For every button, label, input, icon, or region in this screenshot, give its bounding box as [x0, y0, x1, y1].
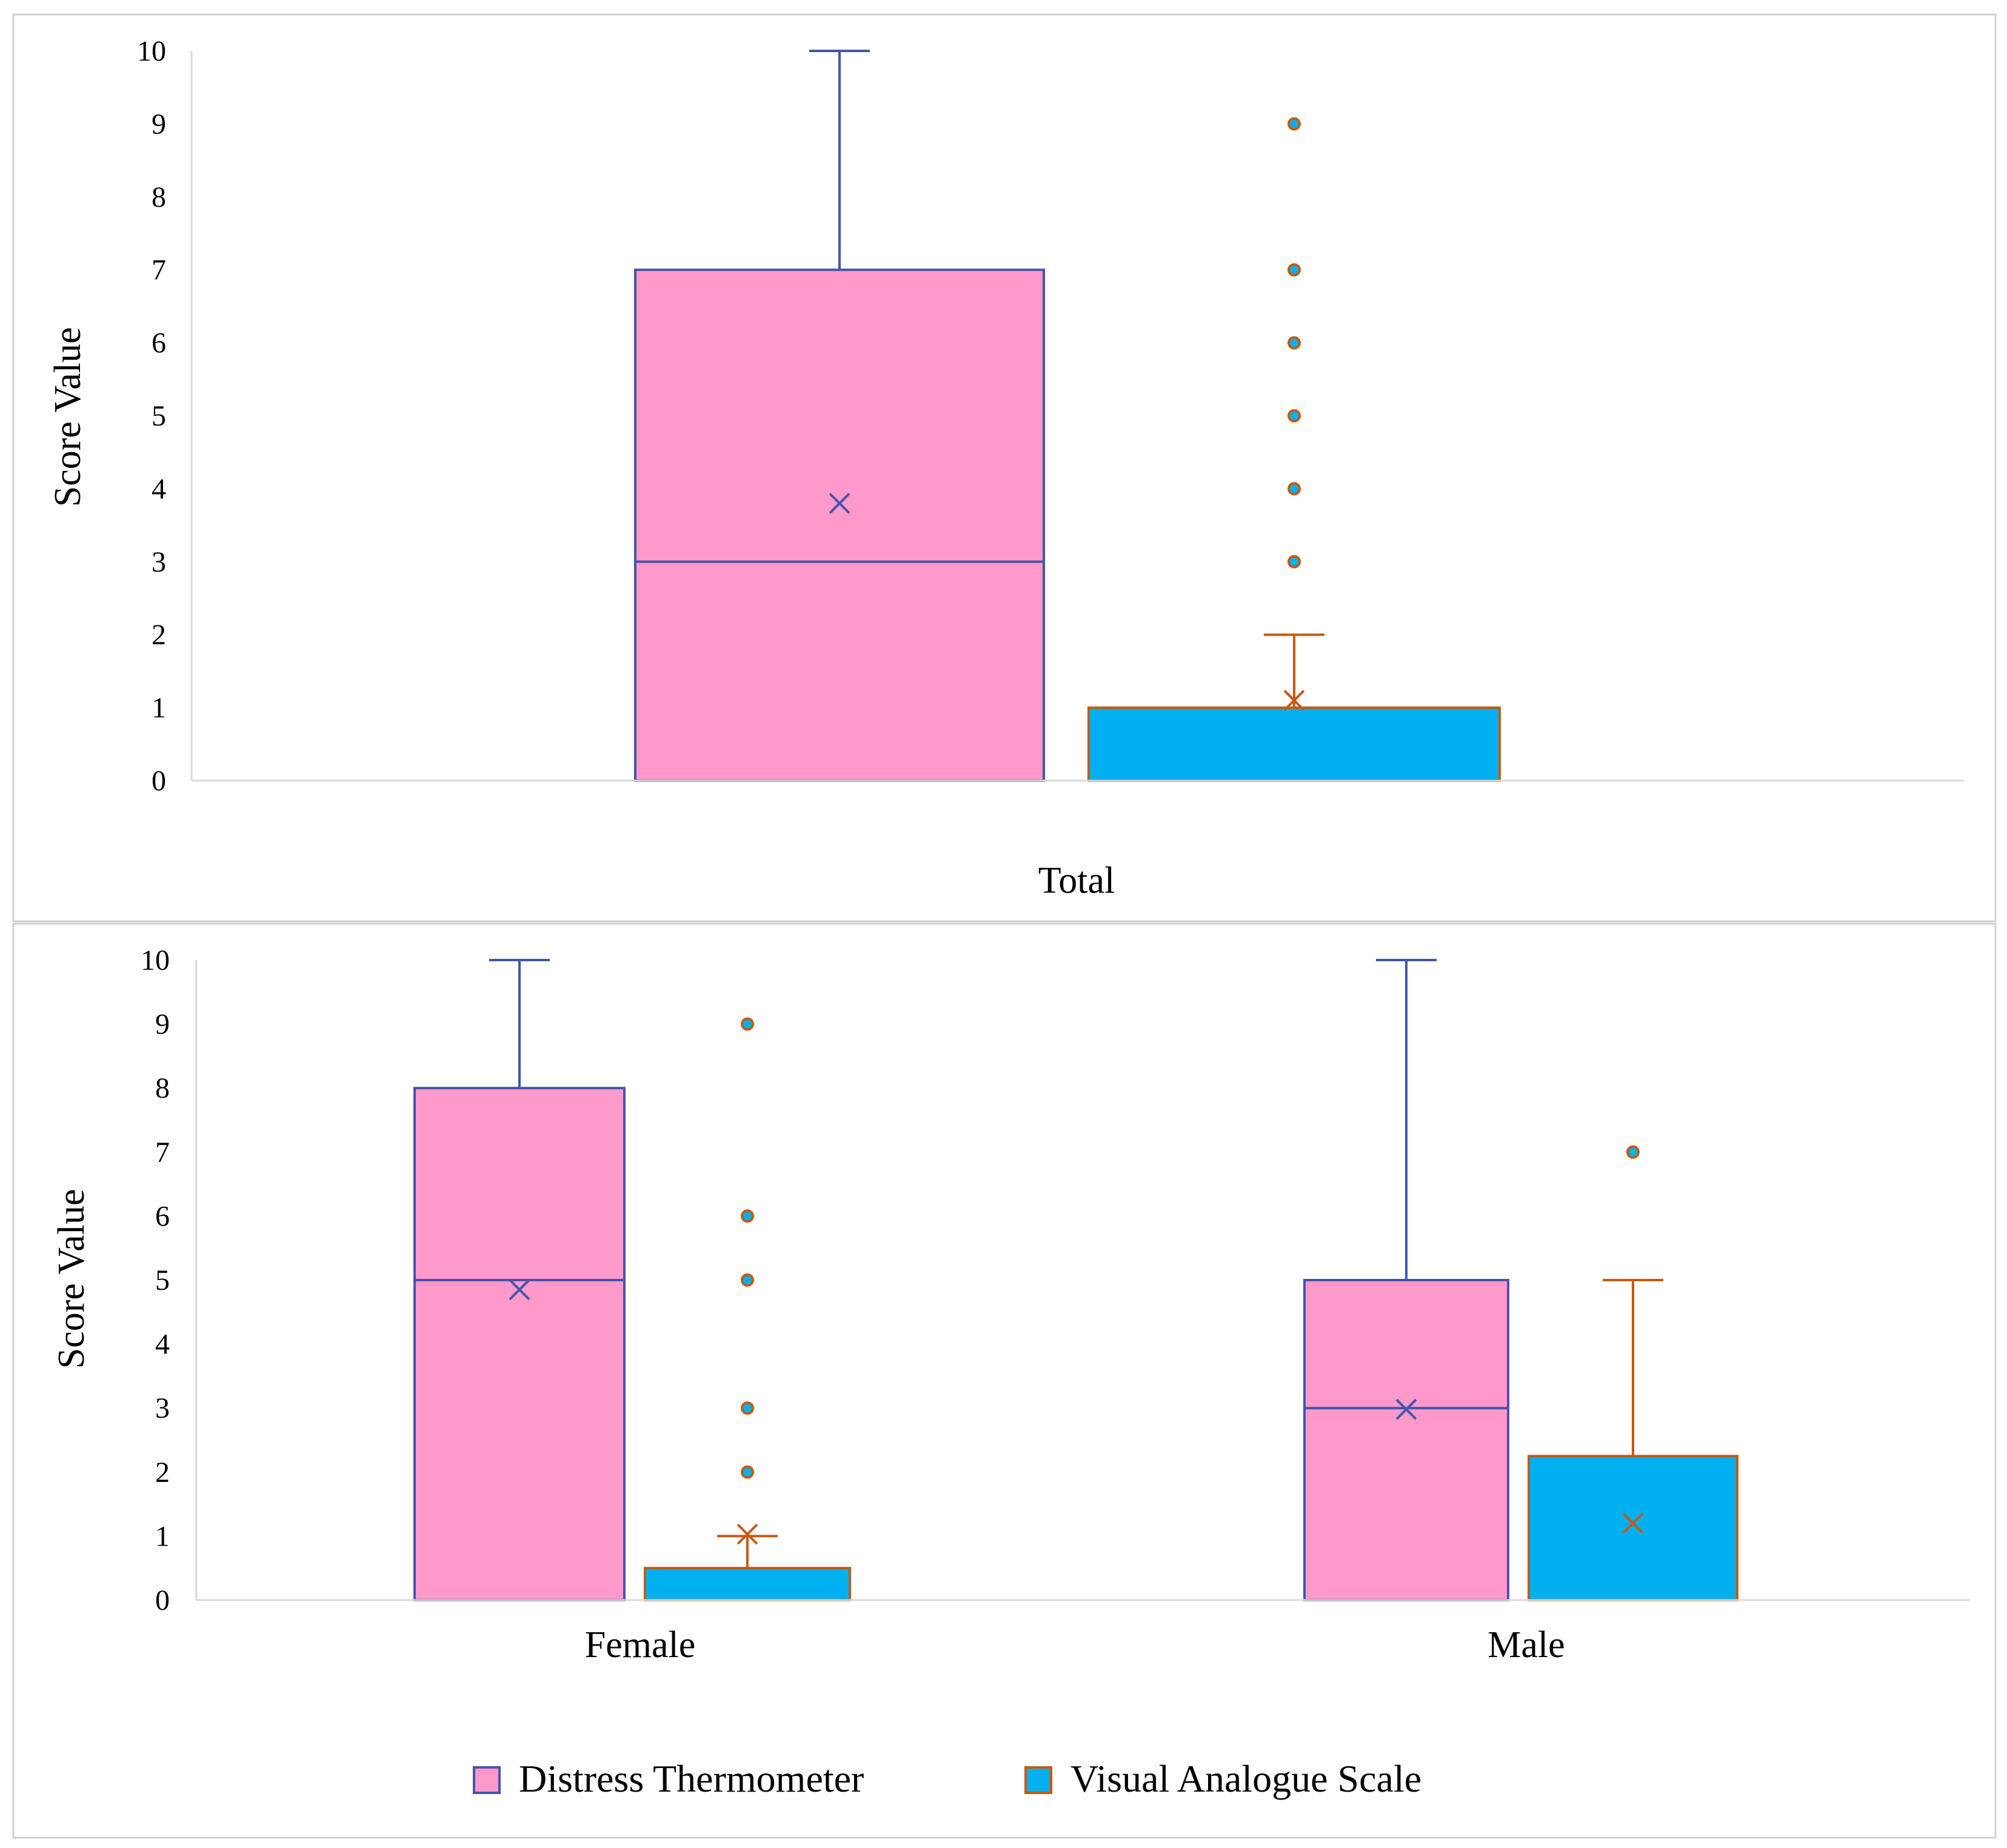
total-distress-thermometer-boxplot — [634, 50, 1045, 782]
total-visual-analogue-scale-mean-stroke-b — [1283, 690, 1305, 711]
male-visual-analogue-scale-box — [1528, 1455, 1738, 1601]
y-tick-label-10: 10 — [141, 944, 170, 976]
y-tick-label-1: 1 — [152, 692, 166, 724]
y-tick-label-3: 3 — [155, 1392, 170, 1424]
y-tick-label-10: 10 — [137, 35, 166, 67]
female-distress-thermometer-mean-stroke-b — [509, 1279, 530, 1301]
y-tick-label-5: 5 — [152, 400, 166, 432]
box-marks — [413, 959, 1738, 1601]
legend-swatch-visual-analogue-scale — [1024, 1766, 1052, 1794]
y-tick-label-8: 8 — [152, 181, 166, 213]
y-axis-title: Score Value — [51, 1189, 92, 1369]
legend-label-visual-analogue-scale: Visual Analogue Scale — [1070, 1757, 1421, 1800]
category-labels: Total — [1038, 860, 1115, 901]
y-tick-label-2: 2 — [155, 1456, 170, 1489]
total-visual-analogue-scale-outlier-5 — [1287, 409, 1301, 422]
total-visual-analogue-scale-outlier-7 — [1287, 263, 1301, 277]
category-label-total: Total — [1038, 860, 1115, 901]
y-tick-label-4: 4 — [152, 473, 166, 505]
male-distress-thermometer-boxplot — [1303, 959, 1509, 1601]
category-label-female: Female — [585, 1624, 696, 1666]
y-tick-label-6: 6 — [155, 1200, 170, 1232]
legend: Distress Thermometer Visual Analogue Sca… — [473, 1757, 1421, 1800]
y-tick-label-7: 7 — [155, 1136, 170, 1169]
legend-label-distress-thermometer: Distress Thermometer — [519, 1757, 864, 1800]
female-distress-thermometer-boxplot — [413, 959, 626, 1601]
y-tick-label-1: 1 — [155, 1520, 170, 1552]
female-visual-analogue-scale-outlier-2 — [741, 1465, 754, 1479]
y-tick-label-3: 3 — [152, 546, 166, 578]
y-tick-label-6: 6 — [152, 327, 166, 359]
top-panel-frame — [12, 13, 1997, 922]
bottom-panel-frame — [12, 922, 1997, 1839]
total-distress-thermometer-mean-stroke-b — [829, 493, 850, 514]
total-visual-analogue-scale-outlier-4 — [1287, 482, 1301, 496]
y-tick-label-8: 8 — [155, 1072, 170, 1104]
total-visual-analogue-scale-outlier-3 — [1287, 555, 1301, 569]
total-visual-analogue-scale-outlier-9 — [1287, 117, 1301, 131]
y-tick-labels: 0 1 2 3 4 5 6 7 8 9 10 — [141, 944, 170, 1616]
y-tick-label-2: 2 — [152, 619, 166, 651]
male-distress-thermometer-mean-marker — [1395, 1398, 1417, 1420]
total-distress-thermometer-mean-marker — [829, 493, 850, 514]
male-visual-analogue-scale-outlier-7 — [1626, 1145, 1640, 1159]
male-visual-analogue-scale-mean-marker — [1622, 1512, 1644, 1534]
y-tick-label-0: 0 — [155, 1584, 170, 1616]
category-labels: Female Male — [585, 1624, 1565, 1666]
total-visual-analogue-scale-outlier-6 — [1287, 336, 1301, 350]
female-visual-analogue-scale-boxplot — [644, 1017, 851, 1601]
female-visual-analogue-scale-outlier-5 — [741, 1273, 754, 1287]
male-visual-analogue-scale-boxplot — [1528, 1145, 1738, 1601]
legend-swatch-distress-thermometer — [473, 1766, 501, 1794]
y-tick-label-7: 7 — [152, 254, 166, 286]
male-distress-thermometer-box — [1303, 1279, 1509, 1601]
female-distress-thermometer-mean-marker — [509, 1279, 530, 1301]
female-visual-analogue-scale-box — [644, 1567, 851, 1601]
y-tick-label-0: 0 — [152, 765, 166, 797]
male-visual-analogue-scale-mean-stroke-b — [1622, 1512, 1644, 1534]
female-distress-thermometer-box — [413, 1087, 626, 1601]
y-tick-label-9: 9 — [152, 108, 166, 140]
gender-boxplot-chart: 0 1 2 3 4 5 6 7 8 9 10 Score Value Female Male — [51, 944, 1970, 1666]
y-axis-title: Score Value — [47, 327, 88, 507]
box-marks — [634, 50, 1501, 782]
y-tick-label-5: 5 — [155, 1264, 170, 1296]
male-distress-thermometer-mean-stroke-b — [1395, 1398, 1417, 1420]
total-boxplot-chart: 0 1 2 3 4 5 6 7 8 9 10 Score Value Total — [47, 35, 1964, 901]
category-label-male: Male — [1488, 1624, 1565, 1666]
female-visual-analogue-scale-outlier-9 — [741, 1017, 754, 1031]
total-visual-analogue-scale-boxplot — [1087, 117, 1501, 782]
y-tick-labels: 0 1 2 3 4 5 6 7 8 9 10 — [137, 35, 166, 797]
y-tick-label-4: 4 — [155, 1329, 170, 1361]
female-visual-analogue-scale-outlier-6 — [741, 1209, 754, 1223]
total-distress-thermometer-box — [634, 269, 1045, 782]
total-visual-analogue-scale-mean-marker — [1283, 690, 1305, 711]
female-visual-analogue-scale-outlier-3 — [741, 1401, 754, 1415]
y-tick-label-9: 9 — [155, 1009, 170, 1041]
total-visual-analogue-scale-box — [1087, 706, 1501, 782]
female-visual-analogue-scale-mean-stroke-b — [736, 1523, 758, 1545]
female-visual-analogue-scale-mean-marker — [736, 1523, 758, 1545]
